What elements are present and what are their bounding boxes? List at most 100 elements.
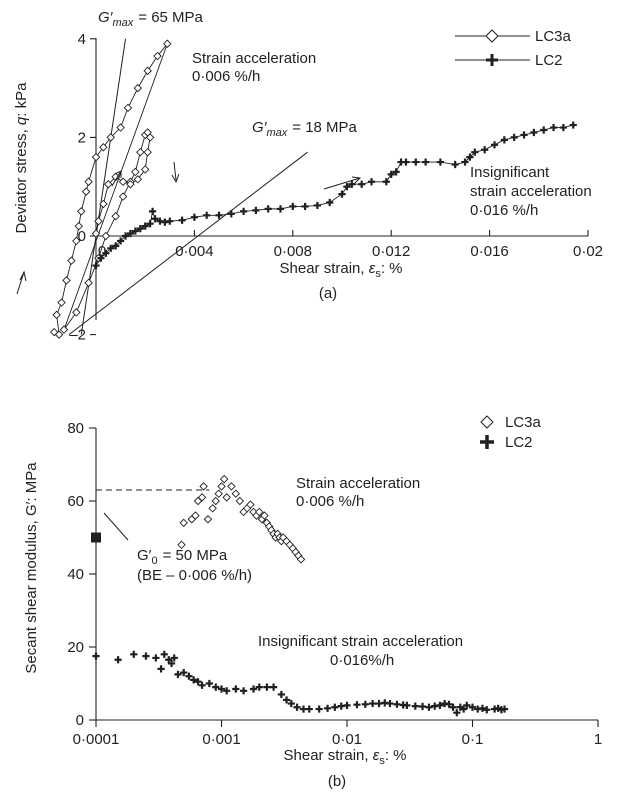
chart-a-point-lc2 <box>92 261 100 270</box>
chart-a-point-lc3a <box>126 179 135 189</box>
legend-lc3a-label: LC3a <box>535 28 572 45</box>
chart-a-point-lc2 <box>215 211 223 219</box>
chart-b-point-lc2 <box>174 670 182 678</box>
chart-a-point-lc2 <box>151 215 159 223</box>
g0-label-line1: G′0 = 50 MPa <box>137 547 228 567</box>
arrow-right-icon <box>323 176 362 190</box>
arrow-up-icon <box>111 170 122 187</box>
chart-a-point-lc2 <box>530 128 538 137</box>
insig-label-a-line1: Insignificant <box>470 164 550 181</box>
strain-accel-label-a-line1: Strain acceleration <box>192 50 316 67</box>
chart-b-point-lc2 <box>449 703 457 711</box>
strain-accel-label-a-line2: 0·006 %/h <box>192 68 260 85</box>
chart-b-point-lc2 <box>269 683 278 691</box>
legend-lc3a-diamond-icon <box>485 29 499 43</box>
chart-b-point-lc2 <box>403 701 411 709</box>
chart-b-point-lc3a <box>177 540 186 550</box>
chart-a-arrows <box>16 161 362 295</box>
chart-b-point-lc2 <box>249 685 258 693</box>
chart-b-point-lc2 <box>198 681 206 689</box>
chart-b-point-lc2 <box>315 705 323 713</box>
chart-a-point-lc3a <box>72 308 81 317</box>
chart-a-x-axis-title: Shear strain, εs: % <box>280 260 403 280</box>
chart-b-point-lc3a <box>222 493 231 502</box>
chart-b-point-lc2 <box>436 701 444 709</box>
arrow-down-icon <box>171 161 180 184</box>
chart-a-axes <box>95 38 588 320</box>
chart-a-series-line-lc3a <box>53 43 168 336</box>
chart-a-point-lc2 <box>481 146 489 154</box>
chart-a-point-lc2 <box>289 202 297 211</box>
chart-b-y-tick-label: 20 <box>67 639 84 656</box>
chart-b-x-tick-label: 0·001 <box>202 731 240 748</box>
chart-a-point-lc2 <box>276 205 285 213</box>
chart-a-point-lc2 <box>461 158 469 166</box>
chart-a-legend: LC3a LC2 <box>455 28 572 69</box>
chart-a-point-lc2 <box>549 123 558 132</box>
chart-a-point-lc3a <box>136 147 145 157</box>
chart-a-point-lc2 <box>126 229 135 238</box>
chart-a-point-lc2 <box>402 158 410 166</box>
chart-a-point-lc2 <box>471 148 479 156</box>
chart-a-point-lc2 <box>569 121 577 129</box>
chart-a-point-lc2 <box>240 207 248 215</box>
chart-a-point-lc2 <box>146 220 154 228</box>
chart-b-point-lc3a <box>214 489 223 498</box>
chart-a-point-lc2 <box>301 202 309 211</box>
chart-b-point-lc3a <box>246 500 255 509</box>
chart-b-point-lc2 <box>263 683 271 691</box>
chart-a-point-lc2 <box>500 136 508 144</box>
chart-a-y-tick-label: 4 <box>78 31 86 48</box>
chart-a-point-lc2 <box>166 217 174 225</box>
insig-label-b-line1: Insignificant strain acceleration <box>258 633 463 650</box>
chart-b-point-lc2 <box>157 665 165 673</box>
chart-a-point-lc2 <box>326 198 334 207</box>
chart-a-point-lc3a <box>116 123 125 132</box>
arrow-up-left-icon <box>16 270 27 295</box>
chart-a-point-lc2 <box>97 254 105 262</box>
chart-b-y-tick-label: 0 <box>76 712 84 729</box>
chart-b-ticks: 0·0001 0·001 0·01 0·1 1 0 20 40 60 80 <box>67 420 602 748</box>
chart-a-point-lc3a <box>106 133 115 142</box>
chart-b-point-lc2 <box>170 654 178 662</box>
chart-b-point-lc2 <box>331 703 339 711</box>
chart-a-x-tick-label: 0·016 <box>470 243 508 260</box>
chart-a-y-axis-title: Deviator stress, q: kPa <box>13 82 30 234</box>
insig-label-a-line3: 0·016 %/h <box>470 202 538 219</box>
legend-lc2-plus-icon <box>486 54 498 66</box>
chart-a-point-lc3a <box>163 39 172 48</box>
chart-b-point-lc2 <box>142 652 150 660</box>
gmax-low-label: G′max = 18 MPa <box>252 119 358 139</box>
chart-a-point-lc3a <box>133 83 143 93</box>
chart-a-point-lc2 <box>387 170 395 178</box>
chart-a-point-lc3a <box>52 310 61 320</box>
chart-a-point-lc3a <box>133 175 143 184</box>
chart-a-x-tick-label: 0·02 <box>573 243 603 260</box>
chart-a-point-lc3a <box>84 278 93 288</box>
chart-b-point-lc3a <box>255 507 264 517</box>
chart-b-point-lc2 <box>185 672 193 680</box>
chart-a-point-lc3a <box>153 51 162 61</box>
chart-a-point-lc2 <box>510 133 518 141</box>
chart-b-point-lc2 <box>293 703 301 711</box>
chart-a-point-lc3a <box>118 192 128 201</box>
chart-b-point-lc2 <box>190 676 198 684</box>
chart-b-point-lc2 <box>386 699 394 708</box>
chart-b-point-lc2 <box>361 700 369 708</box>
chart-a-point-lc2 <box>422 158 430 166</box>
chart-a-x-tick-label: 0·012 <box>372 243 410 260</box>
chart-a-point-lc2 <box>227 210 235 218</box>
chart-a-point-lc3a <box>62 276 71 285</box>
chart-b-point-lc2 <box>167 659 176 668</box>
chart-a-point-lc3a <box>99 199 108 209</box>
chart-a-point-lc3a <box>123 103 133 113</box>
chart-b-point-lc2 <box>277 690 285 699</box>
g0-label-line2: (BE – 0·006 %/h) <box>137 567 252 584</box>
chart-b-point-g0-square <box>91 532 101 543</box>
chart-b-point-lc3a <box>296 555 306 564</box>
chart-b-point-lc2 <box>239 687 248 695</box>
chart-a-point-lc3a <box>57 298 66 307</box>
chart-b-x-tick-label: 0·0001 <box>73 731 120 748</box>
chart-a-point-lc2 <box>131 227 139 235</box>
